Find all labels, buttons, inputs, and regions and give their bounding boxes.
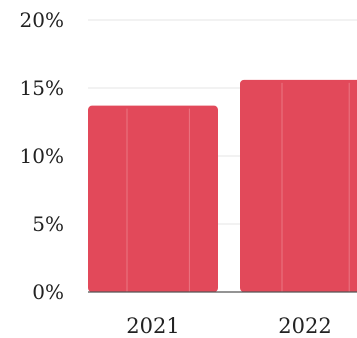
y-tick-label: 15% <box>20 76 64 100</box>
x-tick-label: 2022 <box>278 314 331 338</box>
x-tick-label: 2021 <box>126 314 179 338</box>
y-axis-tick-labels: 20% 15% 10% 5% 0% <box>20 8 64 304</box>
bar-2021 <box>88 105 218 293</box>
y-tick-label: 10% <box>20 144 64 168</box>
y-tick-label: 5% <box>32 212 64 236</box>
bars <box>88 79 357 293</box>
y-tick-label: 0% <box>32 280 64 304</box>
bar-2022 <box>240 79 357 292</box>
y-tick-label: 20% <box>20 8 64 32</box>
x-axis-tick-labels: 2021 2022 <box>126 314 331 338</box>
